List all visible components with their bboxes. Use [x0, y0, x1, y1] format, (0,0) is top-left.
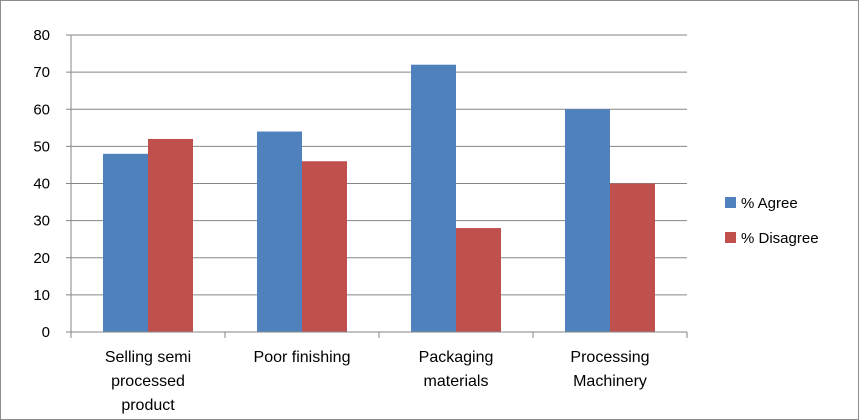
x-category-label-line: processed: [111, 373, 185, 390]
bar-agree: [257, 131, 302, 332]
legend-label: % Disagree: [741, 230, 819, 247]
y-tick-label: 80: [33, 27, 50, 44]
x-category-label-line: Selling semi: [105, 349, 191, 366]
legend: % Agree % Disagree: [725, 195, 819, 247]
y-tick-label: 30: [33, 213, 50, 230]
x-category-labels: Selling semi processed product Poor finishi…: [105, 349, 650, 414]
bar-agree: [565, 109, 610, 332]
y-tick-labels: 0 10 20 30 40 50 60 70 80: [33, 27, 50, 341]
x-category-label-line: Processing: [570, 349, 649, 366]
legend-swatch: [725, 197, 736, 208]
y-tick-label: 20: [33, 250, 50, 267]
x-category-label-line: product: [121, 397, 175, 414]
y-tick-label: 10: [33, 287, 50, 304]
bar-agree: [103, 153, 148, 332]
x-category-label: Selling semi processed product: [105, 349, 191, 414]
x-category-label-line: Poor finishing: [254, 349, 351, 366]
bar-agree: [411, 64, 456, 332]
x-category-label-line: Machinery: [573, 373, 647, 390]
bar-disagree: [148, 138, 193, 332]
bar-disagree: [302, 161, 347, 332]
y-tick-label: 50: [33, 138, 50, 155]
bar-disagree: [610, 183, 655, 332]
x-category-label: Poor finishing: [254, 349, 351, 366]
axes: [66, 34, 688, 338]
x-category-label: Packaging materials: [419, 349, 494, 390]
x-category-label: Processing Machinery: [570, 349, 649, 390]
legend-swatch: [725, 232, 736, 243]
y-tick-label: 40: [33, 176, 50, 193]
legend-label: % Agree: [741, 195, 798, 212]
x-category-label-line: materials: [424, 373, 489, 390]
bar-disagree: [456, 228, 501, 332]
y-tick-label: 60: [33, 101, 50, 118]
y-tick-label: 70: [33, 64, 50, 81]
bars: [103, 64, 655, 332]
x-category-label-line: Packaging: [419, 349, 494, 366]
y-tick-label: 0: [42, 324, 50, 341]
